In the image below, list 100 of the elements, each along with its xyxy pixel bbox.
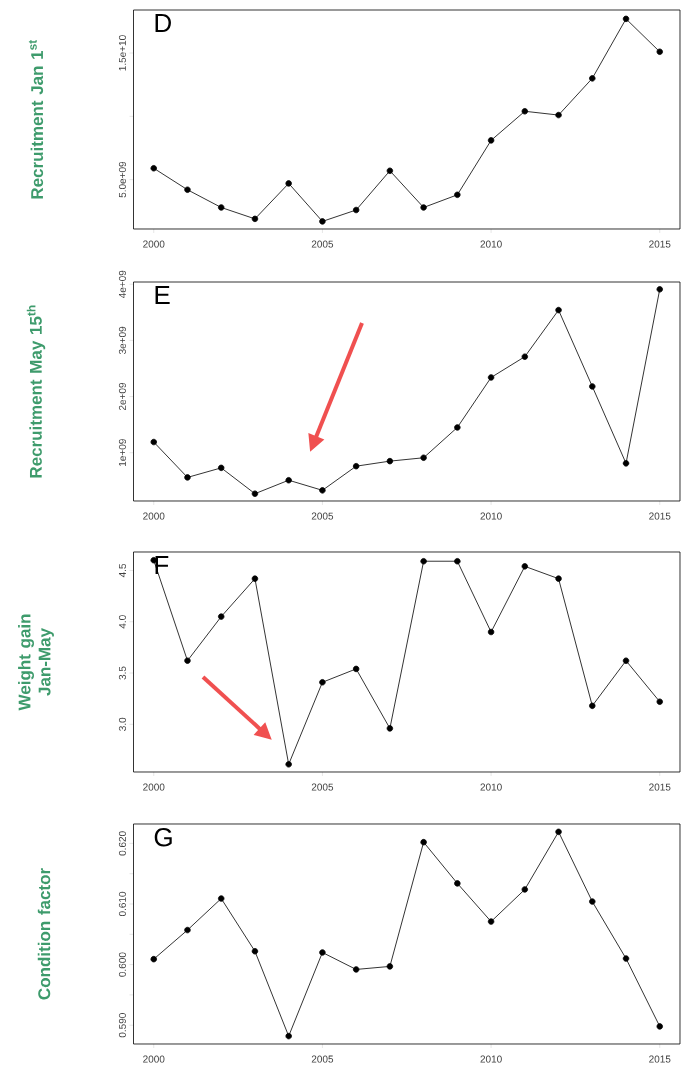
point [555, 306, 562, 314]
y-tick-label: 5.0e+09 [118, 161, 126, 198]
point [589, 383, 596, 390]
point [454, 558, 461, 565]
point [184, 474, 191, 481]
chart-title: F [155, 556, 169, 575]
point [251, 575, 259, 582]
x-tick-label: 2005 [311, 240, 334, 248]
y-tick-label: 2e+09 [118, 382, 126, 411]
point [589, 702, 596, 710]
y-axis-title: Weight gain Jan-May [18, 614, 54, 711]
y-tick-label: 0.600 [118, 952, 126, 977]
y-tick-label: 4.0 [118, 615, 126, 629]
point [184, 186, 191, 193]
point [487, 374, 495, 381]
point [251, 215, 259, 223]
point [218, 613, 225, 620]
point [285, 477, 292, 484]
point [352, 665, 360, 673]
point [589, 75, 596, 82]
point [150, 438, 157, 446]
x-tick-label: 2015 [649, 783, 671, 791]
y-tick-label: 0.620 [118, 831, 126, 856]
point [622, 15, 630, 23]
y-tick-label: 1e+09 [118, 439, 126, 466]
y-axis-title: Condition factor [37, 868, 51, 1000]
x-tick-label: 2005 [311, 1055, 334, 1063]
point [656, 1023, 663, 1030]
x-tick-label: 2000 [143, 783, 165, 791]
chart-title: G [154, 828, 172, 847]
point [386, 963, 394, 970]
point [218, 204, 225, 211]
x-tick-label: 2000 [143, 240, 165, 248]
point [656, 48, 663, 55]
point [319, 679, 326, 686]
point [352, 462, 360, 470]
x-tick-label: 2010 [480, 783, 502, 791]
point [285, 180, 292, 187]
point [420, 454, 427, 461]
point [386, 457, 394, 465]
x-tick-label: 2015 [649, 1055, 671, 1063]
x-tick-label: 2010 [480, 1055, 502, 1063]
point [218, 464, 225, 472]
point [656, 286, 663, 293]
point [184, 657, 191, 664]
point [319, 949, 326, 956]
chart-title: E [155, 286, 170, 304]
x-tick-label: 2005 [311, 512, 334, 520]
y-axis-title: Recruitment Jan 1$^{st}$ [28, 39, 44, 199]
point [555, 575, 562, 582]
y-tick-label: 4.5 [118, 563, 126, 578]
x-tick-label: 2000 [143, 1055, 165, 1063]
y-tick-label: 3.0 [118, 717, 126, 731]
x-tick-label: 2015 [649, 512, 671, 520]
point [454, 880, 461, 887]
point [555, 828, 562, 836]
y-tick-label: 3.5 [118, 666, 126, 680]
point [487, 628, 495, 636]
point [352, 206, 360, 214]
y-axis-title: Recruitment May 15$^{th}$ [26, 305, 46, 478]
x-tick-label: 2015 [649, 240, 671, 248]
point [251, 948, 259, 955]
point [454, 424, 461, 431]
point [589, 898, 596, 905]
point [150, 955, 157, 963]
point [521, 353, 529, 360]
point [386, 167, 394, 174]
point [319, 218, 326, 225]
point [622, 955, 630, 962]
point [521, 108, 529, 115]
point [622, 657, 630, 664]
x-tick-label: 2010 [480, 240, 502, 248]
point [218, 895, 225, 902]
x-tick-label: 2000 [143, 512, 165, 520]
point [285, 1032, 292, 1040]
point [352, 966, 360, 973]
point [656, 698, 663, 705]
point [319, 487, 326, 494]
point [555, 111, 562, 119]
y-tick-label: 1.5e+10 [118, 35, 126, 71]
y-tick-label: 0.610 [118, 891, 126, 917]
point [420, 558, 427, 565]
y-tick-label: 4e+09 [118, 270, 126, 299]
point [184, 926, 191, 934]
point [251, 490, 259, 497]
point [521, 563, 529, 570]
point [386, 725, 394, 732]
point [622, 460, 630, 467]
point [420, 204, 427, 211]
x-tick-label: 2005 [311, 783, 334, 791]
point [487, 918, 495, 925]
point [150, 165, 157, 172]
x-tick-label: 2010 [480, 512, 502, 520]
point [521, 886, 529, 893]
y-tick-label: 0.590 [118, 1013, 126, 1038]
point [420, 838, 427, 846]
chart-title: D [155, 14, 171, 32]
y-tick-label: 3e+09 [118, 326, 126, 355]
point [285, 761, 292, 768]
point [454, 191, 461, 199]
